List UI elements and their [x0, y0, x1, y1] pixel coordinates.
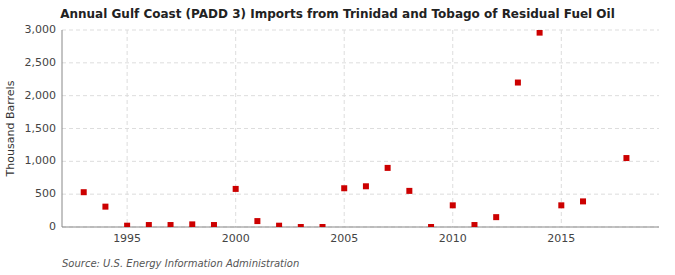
- y-tick-label: 3,000: [25, 23, 57, 36]
- y-tick-label: 1,000: [25, 154, 57, 167]
- chart-svg: 0 500 1,000 1,500 2,000 2,500 3,000 1995 2000 200…: [0, 0, 675, 275]
- x-tick-label: 2010: [439, 232, 467, 245]
- data-point: [168, 222, 174, 227]
- y-grid-line: [62, 128, 659, 129]
- data-point: [102, 204, 108, 210]
- x-tick-label: 2000: [222, 232, 250, 245]
- y-grid-line: [62, 62, 659, 63]
- data-point: [406, 188, 412, 194]
- points: [81, 30, 630, 227]
- data-point: [471, 222, 477, 227]
- y-tick-label: 1,500: [25, 122, 57, 135]
- x-grid-line: [235, 30, 236, 227]
- y-tick-label: 0: [49, 220, 56, 233]
- x-grid-line: [452, 30, 453, 227]
- data-point: [254, 218, 260, 224]
- data-point: [211, 222, 217, 227]
- data-point: [450, 202, 456, 208]
- grid: [62, 30, 659, 227]
- data-point: [558, 202, 564, 208]
- data-point: [124, 223, 130, 227]
- data-point: [623, 155, 629, 161]
- y-tick-label: 2,000: [25, 89, 57, 102]
- data-point: [320, 224, 326, 227]
- data-point: [428, 224, 434, 227]
- chart-title: Annual Gulf Coast (PADD 3) Imports from …: [60, 7, 615, 21]
- x-tick-label: 2015: [547, 232, 575, 245]
- data-point: [341, 185, 347, 191]
- x-tick-label: 2005: [330, 232, 358, 245]
- x-grid-line: [344, 30, 345, 227]
- data-point: [363, 183, 369, 189]
- y-grid-line: [62, 95, 659, 96]
- y-grid-line: [62, 161, 659, 162]
- y-axis-line: [62, 30, 63, 227]
- data-point: [146, 222, 152, 227]
- y-tick-label: 2,500: [25, 56, 57, 69]
- y-tick-label: 500: [35, 187, 56, 200]
- data-point: [276, 223, 282, 227]
- data-point: [580, 198, 586, 204]
- source-note: Source: U.S. Energy Information Administ…: [62, 258, 299, 269]
- data-point: [515, 80, 521, 86]
- data-point: [233, 186, 239, 192]
- x-tick-label: 1995: [113, 232, 141, 245]
- x-grid-line: [561, 30, 562, 227]
- x-grid-line: [127, 30, 128, 227]
- data-point: [493, 214, 499, 220]
- chart-container: 0 500 1,000 1,500 2,000 2,500 3,000 1995 2000 200…: [0, 0, 675, 275]
- y-grid-line: [62, 30, 659, 31]
- y-axis-label: Thousand Barrels: [4, 80, 17, 177]
- data-point: [385, 165, 391, 171]
- data-point: [189, 221, 195, 227]
- data-point: [537, 30, 543, 36]
- axes: 0 500 1,000 1,500 2,000 2,500 3,000 1995 2000 200…: [25, 23, 660, 245]
- data-point: [298, 224, 304, 227]
- y-grid-line: [62, 194, 659, 195]
- data-point: [81, 189, 87, 195]
